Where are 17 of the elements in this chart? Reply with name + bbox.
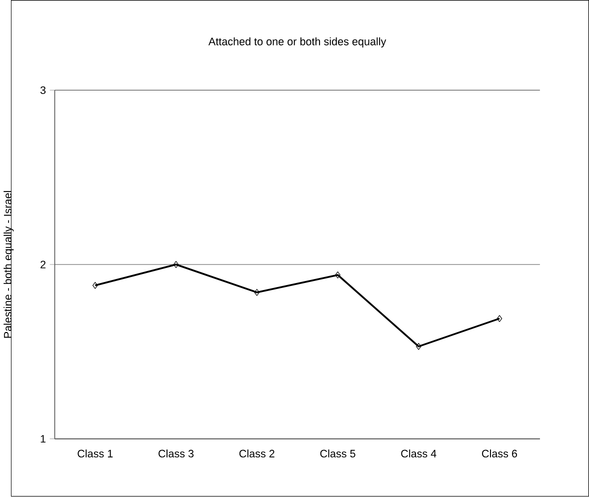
x-tick-label: Class 4 xyxy=(401,450,436,458)
point xyxy=(92,282,98,290)
y-tick-label: 3 xyxy=(40,86,46,94)
y-tick-label: 1 xyxy=(40,435,46,443)
y-tick-label: 2 xyxy=(40,260,46,268)
point xyxy=(173,261,179,268)
point xyxy=(496,315,502,322)
point xyxy=(416,343,422,350)
x-tick-label: Class 2 xyxy=(239,450,274,458)
x-tick-label: Class 3 xyxy=(158,450,194,458)
point xyxy=(335,272,340,279)
x-tick-label: Class 6 xyxy=(482,450,518,458)
y-axis-title: Palestine - both equally - Israel xyxy=(4,191,14,338)
x-tick-label: Class 1 xyxy=(78,450,113,458)
chart-title: Attached to one or both sides equally xyxy=(208,38,386,48)
point xyxy=(254,289,260,296)
x-tick-label: Class 5 xyxy=(320,450,356,458)
